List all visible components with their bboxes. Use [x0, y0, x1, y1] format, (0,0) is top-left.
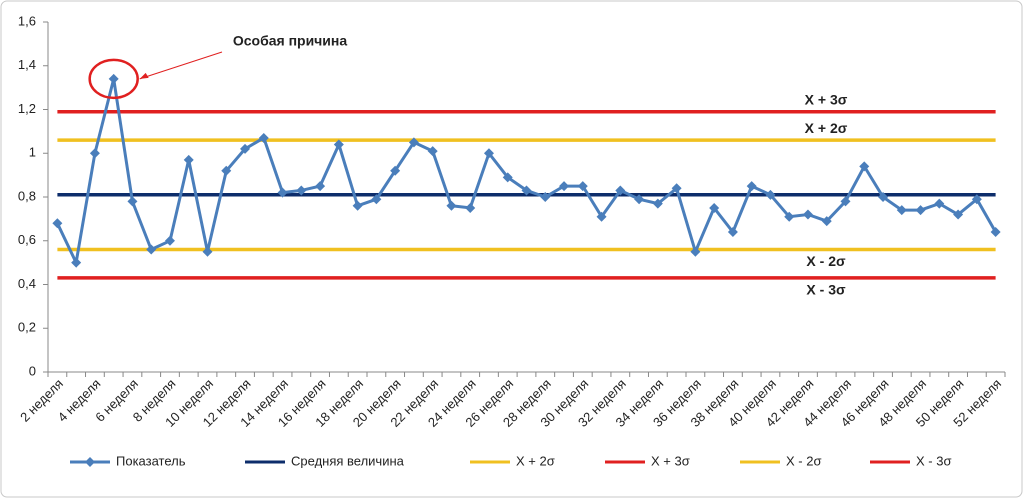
y-tick-label: 0,2 [18, 320, 36, 335]
y-tick-label: 1,4 [18, 57, 36, 72]
y-tick-label: 1,2 [18, 101, 36, 116]
legend-label: X - 3σ [916, 453, 951, 468]
point [915, 205, 926, 216]
line-label: X - 3σ [806, 282, 846, 298]
point [258, 132, 269, 143]
point [202, 246, 213, 257]
point [802, 209, 813, 220]
point [596, 211, 607, 222]
point [108, 73, 119, 84]
annotation-circle [88, 58, 139, 100]
y-tick-label: 0,8 [18, 188, 36, 203]
point [765, 189, 776, 200]
point [164, 235, 175, 246]
point [746, 181, 757, 192]
point [52, 218, 63, 229]
point [315, 181, 326, 192]
point [333, 139, 344, 150]
annotation: Особая причина [233, 33, 348, 49]
point [634, 194, 645, 205]
point [896, 205, 907, 216]
legend-marker [85, 457, 95, 467]
point [408, 137, 419, 148]
legend-label: X + 2σ [516, 453, 555, 468]
point [483, 148, 494, 159]
point [934, 198, 945, 209]
point [465, 202, 476, 213]
point [71, 257, 82, 268]
point [953, 209, 964, 220]
point [990, 227, 1001, 237]
point [352, 200, 363, 211]
point [502, 172, 513, 183]
point [878, 192, 889, 202]
point [277, 187, 288, 198]
line-label: X + 2σ [805, 120, 848, 136]
point [296, 185, 307, 196]
point [521, 185, 532, 196]
point [540, 192, 551, 202]
point [709, 202, 720, 213]
y-tick-label: 0,6 [18, 232, 36, 247]
point [240, 143, 251, 154]
point [971, 194, 982, 205]
point [146, 244, 157, 255]
point [821, 216, 832, 227]
legend-label: Средняя величина [291, 453, 405, 468]
point [371, 194, 382, 205]
line-label: X + 3σ [805, 91, 848, 107]
point [427, 146, 438, 157]
line-label: X - 2σ [806, 253, 846, 269]
y-tick-label: 0,4 [18, 276, 36, 291]
point [652, 198, 663, 209]
annotation-arrowhead [139, 72, 149, 79]
y-tick-label: 0 [29, 363, 36, 378]
point [89, 148, 100, 159]
point [446, 200, 457, 211]
y-tick-label: 1,6 [18, 13, 36, 28]
point [559, 181, 570, 192]
annotation-arrow [139, 51, 223, 80]
legend-label: Показатель [116, 453, 186, 468]
legend-label: X - 2σ [786, 453, 821, 468]
point [390, 165, 401, 176]
y-tick-label: 1 [29, 145, 36, 160]
point [727, 227, 738, 237]
point [690, 246, 701, 257]
legend-label: X + 3σ [651, 453, 690, 468]
point [577, 181, 588, 192]
point [784, 211, 795, 222]
point [127, 196, 138, 207]
point [221, 165, 232, 176]
point [840, 196, 851, 207]
point [859, 161, 870, 172]
point [671, 183, 682, 194]
point [615, 185, 626, 196]
point [183, 154, 194, 165]
